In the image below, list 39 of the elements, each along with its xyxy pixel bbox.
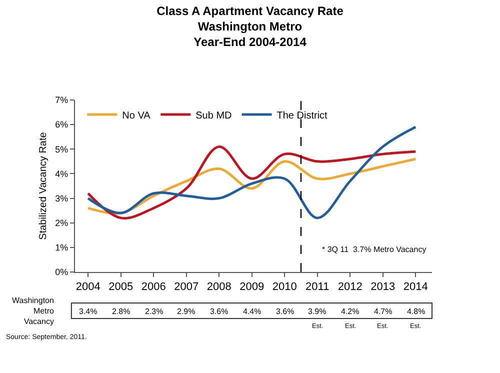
x-tick-label: 2009 — [240, 281, 264, 294]
x-tick-label: 2008 — [206, 281, 232, 294]
y-tick-label: 1% — [55, 242, 68, 253]
text: 3.6% — [276, 307, 294, 316]
y-tick-label: 0% — [55, 267, 68, 278]
y-tick-label: 5% — [55, 144, 68, 154]
text: 3.9% — [308, 307, 326, 316]
x-tick-label: 2012 — [338, 281, 362, 294]
x-tick-label: 2005 — [108, 281, 134, 294]
x-tick-label: 2010 — [272, 281, 297, 294]
text: 4.7% — [374, 307, 392, 316]
x-tick-label: 2013 — [370, 281, 396, 294]
text: Washington Metro Vacancy — [12, 296, 54, 326]
x-tick-label: 2004 — [76, 281, 100, 294]
legend-label: The District — [276, 110, 328, 122]
x-tick-label: 2014 — [403, 281, 428, 294]
y-tick-label: 2% — [55, 218, 68, 228]
y-axis-title: Stabilized Vacancy Rate — [38, 132, 50, 240]
y-tick-label: 4% — [55, 168, 68, 179]
y-tick-label: 7% — [55, 95, 68, 106]
text: 3.6% — [210, 307, 228, 316]
chart-title: Class A Apartment Vacancy Rate Washington Metro Year-End 2004-2014 — [156, 4, 344, 50]
text: 2.3% — [145, 307, 164, 316]
x-tick-label: 2007 — [174, 281, 199, 294]
text: 2.8% — [112, 307, 130, 316]
y-tick-label: 3% — [55, 193, 68, 204]
x-tick-label: 2006 — [141, 281, 166, 294]
text: 4.8% — [407, 307, 426, 316]
text: 4.4% — [243, 307, 262, 316]
legend-label: Sub MD — [196, 110, 232, 122]
line-series — [86, 145, 417, 220]
y-tick-label: 6% — [55, 120, 68, 130]
text: 3.4% — [79, 307, 98, 316]
x-tick-label: 2011 — [306, 281, 330, 294]
legend-label: No VA — [122, 110, 151, 122]
annotation: * 3Q 11 3.7% Metro Vacancy — [322, 245, 426, 254]
text: 2.9% — [177, 307, 196, 316]
line-series — [86, 126, 417, 220]
text: 4.2% — [341, 307, 360, 316]
